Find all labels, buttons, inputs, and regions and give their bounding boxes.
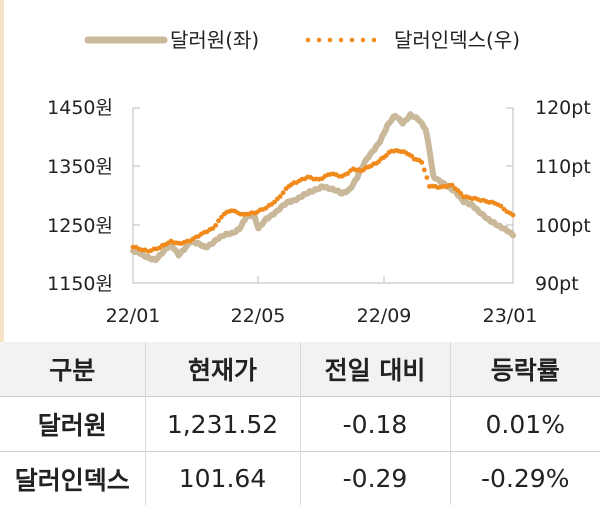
change-rate-cell: 0.01%: [450, 397, 600, 452]
row-label: 달러인덱스: [0, 452, 145, 505]
current-price-cell: 101.64: [145, 452, 300, 505]
series-point-dollar-index: [425, 175, 430, 180]
table-header-row: 구분 현재가 전일 대비 등락률: [0, 342, 600, 397]
header-day-change: 전일 대비: [300, 342, 450, 397]
right-tick-label: 120pt: [535, 97, 591, 119]
legend-label-dollar-index: 달러인덱스(우): [394, 28, 520, 52]
left-tick-label: 1450원: [47, 97, 113, 119]
series-point-dollar-index: [422, 168, 427, 173]
header-category: 구분: [0, 342, 145, 397]
series-layer: [131, 114, 516, 260]
left-tick-label: 1250원: [47, 215, 113, 237]
x-tick-label: 23/01: [483, 305, 538, 327]
series-point-dollar-index: [213, 223, 218, 228]
change-rate-cell: -0.29%: [450, 452, 600, 505]
x-tick-label: 22/01: [106, 305, 161, 327]
exchange-rate-chart: 달러원(좌) 달러인덱스(우) 1450원 1350원 1250원 1150원 …: [0, 0, 600, 342]
series-point-dollar-index: [511, 213, 516, 218]
current-price-cell: 1,231.52: [145, 397, 300, 452]
left-tick-label: 1150원: [47, 273, 113, 295]
left-tick-label: 1350원: [47, 156, 113, 178]
x-tick-label: 22/09: [357, 305, 412, 327]
right-axis-ticks: 120pt 110pt 100pt 90pt: [535, 97, 591, 295]
series-point-dollar-index: [281, 190, 286, 195]
day-change-cell: -0.18: [300, 397, 450, 452]
legend-label-dollar-won: 달러원(좌): [170, 28, 259, 52]
right-tick-label: 100pt: [535, 215, 591, 237]
series-point-dollar-index: [419, 160, 424, 165]
right-tick-label: 90pt: [535, 273, 579, 295]
table-row: 달러인덱스 101.64 -0.29 -0.29%: [0, 452, 600, 505]
x-tick-label: 22/05: [231, 305, 286, 327]
table-row: 달러원 1,231.52 -0.18 0.01%: [0, 397, 600, 452]
summary-table: 구분 현재가 전일 대비 등락률 달러원 1,231.52 -0.18 0.01…: [0, 342, 600, 505]
series-dots-dollar-index: [131, 148, 516, 254]
row-label: 달러원: [0, 397, 145, 452]
header-change-rate: 등락률: [450, 342, 600, 397]
right-tick-label: 110pt: [535, 156, 591, 178]
day-change-cell: -0.29: [300, 452, 450, 505]
legend: 달러원(좌) 달러인덱스(우): [88, 28, 520, 52]
left-axis-ticks: 1450원 1350원 1250원 1150원: [47, 97, 113, 295]
header-current-price: 현재가: [145, 342, 300, 397]
chart-panel: 달러원(좌) 달러인덱스(우) 1450원 1350원 1250원 1150원 …: [0, 0, 600, 342]
x-axis-ticks: 22/01 22/05 22/09 23/01: [106, 305, 538, 327]
